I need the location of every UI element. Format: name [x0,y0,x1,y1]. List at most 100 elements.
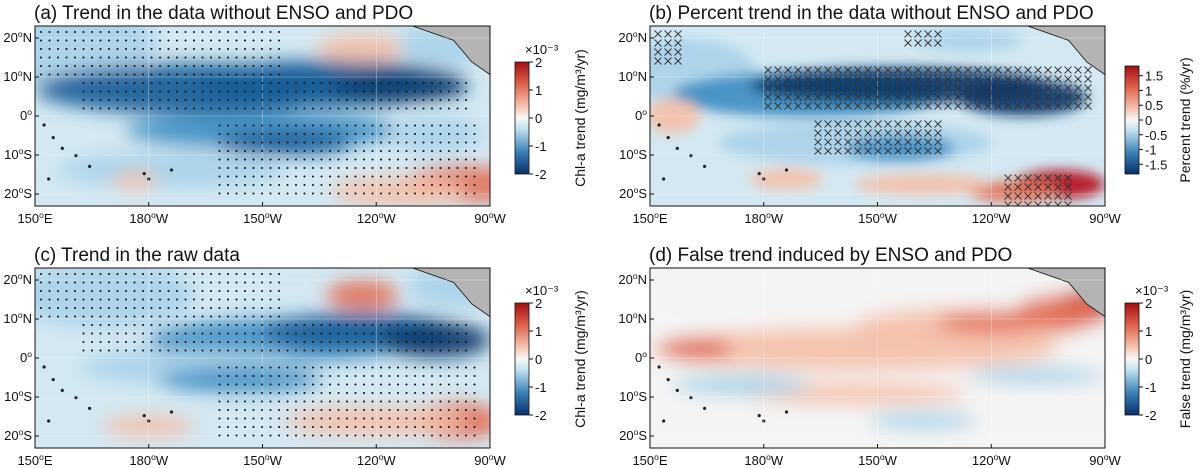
island [88,406,92,410]
panel-title: (c) Trend in the raw data [34,245,240,266]
x-tick-label: 120oW [972,210,1011,226]
colorbar-exponent: ×10⁻³ [1135,283,1169,298]
y-tick-label: 0o [635,349,647,365]
trend-blob [35,268,195,328]
island [51,378,55,382]
island [88,164,92,168]
x-tick-label: 180oW [129,210,168,226]
y-tick-label: 20oN [618,29,647,45]
x-tick-label: 90oW [474,452,506,468]
trend-blob [750,168,823,190]
y-tick-label: 0o [20,107,32,123]
colorbar-tick-label: -2 [535,167,547,182]
colorbar-tick-label: -2 [1145,408,1157,423]
trend-blob [672,374,810,396]
y-tick-label: 10oN [618,68,647,84]
colorbar-label: False trend (mg/m³/yr) [1177,290,1193,428]
significance-crosses [654,30,1092,206]
island [666,136,670,140]
y-tick-label: 0o [635,107,647,123]
x-tick-label: 150oE [17,452,52,468]
colorbar-tick-label: -1.5 [1145,157,1167,172]
colorbar-tick-label: 1 [1145,324,1152,339]
colorbar-tick-label: -1 [535,139,547,154]
trend-blob [112,171,158,190]
island [784,410,789,414]
panel-a: (a) Trend in the data without ENSO and P… [3,3,588,226]
island [74,396,78,400]
colorbar: 1.510.50-0.5-1-1.5 Percent trend (%/yr) [1124,57,1193,183]
x-tick-label: 150oW [858,210,897,226]
y-tick-label: 10oN [618,310,647,326]
colorbar-tick-label: 2 [535,55,542,70]
colorbar-tick-label: 0.5 [1145,98,1163,113]
y-tick-label: 10oS [4,146,32,162]
trend-blob [868,412,978,430]
island [47,177,51,181]
island [169,410,174,414]
trend-blob [389,116,481,152]
y-tick-label: 20oS [619,427,647,443]
island [666,378,670,382]
colorbar: 2 1 0 -1 -2 ×10⁻³ False trend (mg/m³/yr) [1124,283,1193,428]
colorbar-tick-label: -1 [1145,143,1157,158]
panel-title: (a) Trend in the data without ENSO and P… [34,3,413,24]
y-tick-label: 20oN [3,29,32,45]
y-tick-label: 20oS [4,427,32,443]
panel-c: (c) Trend in the raw data 150oE 180oW 150oW… [3,245,588,468]
colorbar-tick-label: -1 [1145,380,1157,395]
x-tick-label: 90oW [474,210,506,226]
island [169,168,174,172]
x-tick-label: 150oW [243,210,282,226]
x-tick-label: 150oE [632,452,667,468]
colorbar-tick-label: 0 [535,111,542,126]
colorbar-tick-label: -1 [535,380,547,395]
x-tick-label: 120oW [357,210,396,226]
y-tick-label: 20oN [618,271,647,287]
x-tick-label: 150oE [17,210,52,226]
map-field [650,268,1105,448]
island [689,396,693,400]
x-tick-label: 90oW [1089,210,1121,226]
colorbar-exponent: ×10⁻³ [525,42,559,57]
colorbar-label: Chl-a trend (mg/m³/yr) [572,49,588,187]
trend-blob [326,280,399,310]
map-field [650,26,1105,206]
island [42,365,46,369]
island [657,365,661,369]
trend-blob [380,322,490,358]
significance-dots [39,30,476,195]
y-tick-label: 10oS [619,388,647,404]
x-tick-label: 150oW [858,452,897,468]
y-tick-label: 20oN [3,271,32,287]
y-tick-label: 20oS [619,185,647,201]
colorbar-tick-label: -0.5 [1145,128,1167,143]
x-tick-label: 180oW [129,452,168,468]
island [42,123,46,127]
panel-b: (b) Percent trend in the data without EN… [618,3,1193,226]
colorbar: 2 1 0 -1 -2 ×10⁻³ Chl-a trend (mg/m³/yr) [514,283,588,428]
colorbar-tick-label: 0 [535,352,542,367]
island [657,123,661,127]
y-tick-label: 10oN [3,68,32,84]
y-tick-label: 0o [20,349,32,365]
trend-blob [1014,295,1105,331]
colorbar-tick-label: 1 [1145,83,1152,98]
island [703,406,707,410]
island [675,146,679,150]
colorbar-ramp [1124,302,1140,416]
panel-title: (b) Percent trend in the data without EN… [649,3,1094,24]
colorbar-ramp [514,61,530,175]
trend-blob [157,367,322,393]
colorbar: 2 1 0 -1 -2 ×10⁻³ Chl-a trend (mg/m³/yr) [514,42,588,187]
island [60,146,64,150]
colorbar-ramp [1124,65,1140,175]
map-field [35,26,490,206]
colorbar-ramp [514,302,530,416]
significance-dots [39,272,476,437]
colorbar-tick-label: 1 [535,324,542,339]
island [60,388,64,392]
island [662,177,666,181]
y-tick-label: 20oS [4,185,32,201]
